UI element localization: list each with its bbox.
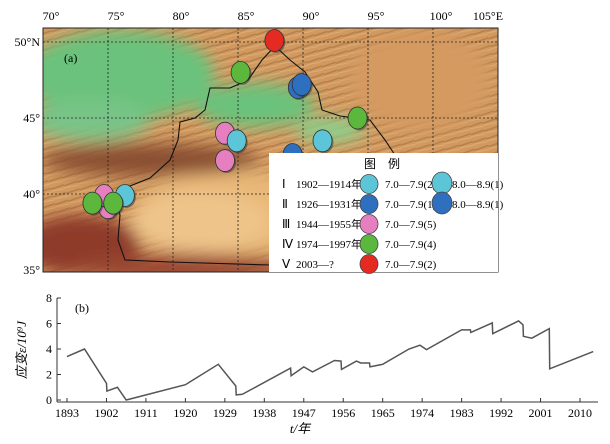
- chart-panel-label: (b): [75, 301, 89, 315]
- legend-numeral: Ⅰ: [282, 177, 286, 191]
- x-tick-label: 1965: [371, 406, 395, 420]
- earthquake-marker-III: [215, 149, 235, 172]
- latitude-tick-label: 45°: [23, 111, 40, 125]
- legend-range-large: 8.0—8.9(1): [452, 179, 504, 191]
- legend-swatch-large: [431, 171, 453, 195]
- map-panel: (a) 70° 75° 80° 85° 90° 95° 100° 105°E 50°N 45° 4…: [15, 9, 504, 277]
- legend-row: Ⅱ 1926—1931年 7.0—7.9(1) 8.0—8.9(1): [282, 191, 504, 215]
- earthquake-marker-I: [226, 129, 247, 153]
- x-tick-label: 1956: [331, 406, 355, 420]
- latitude-tick-label: 35°: [23, 263, 40, 277]
- legend-range: 7.0—7.9(4): [385, 239, 437, 251]
- earthquake-marker-V: [264, 29, 285, 52]
- legend-years: 1902—1914年: [296, 177, 362, 191]
- earthquake-marker-I: [312, 129, 333, 153]
- longitude-ticks: 70° 75° 80° 85° 90° 95° 100° 105°E: [43, 9, 503, 23]
- legend-years: 1944—1955年: [296, 217, 362, 231]
- x-tick-label: 1911: [134, 406, 158, 420]
- longitude-tick-label: 80°: [173, 9, 190, 23]
- latitude-tick-label: 40°: [23, 187, 40, 201]
- map-panel-label: (a): [64, 51, 77, 65]
- x-tick-label: 1983: [450, 406, 474, 420]
- earthquake-marker-II: [291, 73, 312, 96]
- y-axis-label: 应变ε/10⁹J: [14, 320, 29, 379]
- legend-row: Ⅰ 1902—1914年 7.0—7.9(2) 8.0—8.9(1): [282, 171, 504, 195]
- legend-swatch: [359, 214, 379, 234]
- legend-range: 7.0—7.9(2): [385, 179, 437, 191]
- chart-axes: 0 2 4 6 8 1893 1902 1911 1920 1929 1938 1947 1956 196…: [46, 291, 598, 420]
- legend-row: Ⅴ 2003—? 7.0—7.9(2): [282, 254, 437, 274]
- x-tick-label: 1947: [292, 406, 316, 420]
- x-tick-label: 1929: [213, 406, 237, 420]
- x-tick-label: 1992: [489, 406, 513, 420]
- x-tick-label: 1938: [252, 406, 276, 420]
- longitude-tick-label: 90°: [303, 9, 320, 23]
- longitude-tick-label: 100°: [430, 9, 453, 23]
- earthquake-marker-IV: [230, 61, 251, 84]
- legend-years: 2003—?: [296, 259, 334, 271]
- legend-years: 1974—1997年: [296, 237, 362, 251]
- latitude-ticks: 50°N 45° 40° 35°: [15, 35, 41, 277]
- x-tick-label: 1974: [410, 406, 434, 420]
- x-tick-label: 1920: [173, 406, 197, 420]
- y-tick-label: 6: [46, 317, 52, 331]
- legend-numeral: Ⅲ: [282, 217, 290, 231]
- legend-range: 7.0—7.9(5): [385, 219, 437, 231]
- legend-swatch: [359, 234, 379, 254]
- x-tick-label: 2001: [529, 406, 553, 420]
- earthquake-marker-IV: [347, 106, 368, 130]
- chart-panel: 0 2 4 6 8 1893 1902 1911 1920 1929 1938 1947 1956 196…: [14, 291, 598, 436]
- longitude-tick-label: 95°: [368, 9, 385, 23]
- y-tick-label: 2: [46, 368, 52, 382]
- legend-range: 7.0—7.9(2): [385, 259, 437, 271]
- x-tick-label: 1902: [94, 406, 118, 420]
- border-lines: [114, 45, 396, 266]
- longitude-tick-label: 105°E: [473, 9, 503, 23]
- legend-box: [269, 153, 498, 272]
- legend-row: Ⅳ 1974—1997年 7.0—7.9(4): [282, 234, 437, 254]
- y-tick-label: 0: [46, 393, 52, 407]
- legend-range-large: 8.0—8.9(1): [452, 199, 504, 211]
- legend-swatch: [359, 254, 379, 274]
- legend-numeral: Ⅱ: [282, 197, 288, 211]
- strain-series-line: [66, 320, 594, 401]
- longitude-tick-label: 85°: [238, 9, 255, 23]
- legend-numeral: Ⅳ: [282, 237, 293, 251]
- x-axis-label: t/年: [290, 421, 312, 436]
- x-tick-label: 2010: [568, 406, 592, 420]
- longitude-tick-label: 70°: [43, 9, 60, 23]
- x-tick-label: 1893: [55, 406, 79, 420]
- y-tick-label: 8: [46, 291, 52, 305]
- legend-swatch-large: [431, 191, 453, 215]
- legend-swatch: [359, 174, 379, 194]
- y-tick-label: 4: [46, 342, 52, 356]
- latitude-tick-label: 50°N: [15, 35, 41, 49]
- legend-title: 图 例: [364, 157, 400, 171]
- legend-years: 1926—1931年: [296, 197, 362, 211]
- earthquake-marker-IV: [82, 191, 103, 215]
- legend-row: Ⅲ 1944—1955年 7.0—7.9(5): [282, 214, 437, 234]
- legend-numeral: Ⅴ: [282, 257, 291, 271]
- legend-range: 7.0—7.9(1): [385, 199, 437, 211]
- longitude-tick-label: 75°: [108, 9, 125, 23]
- legend-swatch: [359, 194, 379, 214]
- earthquake-marker-IV: [103, 191, 124, 215]
- legend: 图 例 Ⅰ 1902—1914年 7.0—7.9(2) 8.0—8.9(1) Ⅱ 1926…: [269, 153, 504, 274]
